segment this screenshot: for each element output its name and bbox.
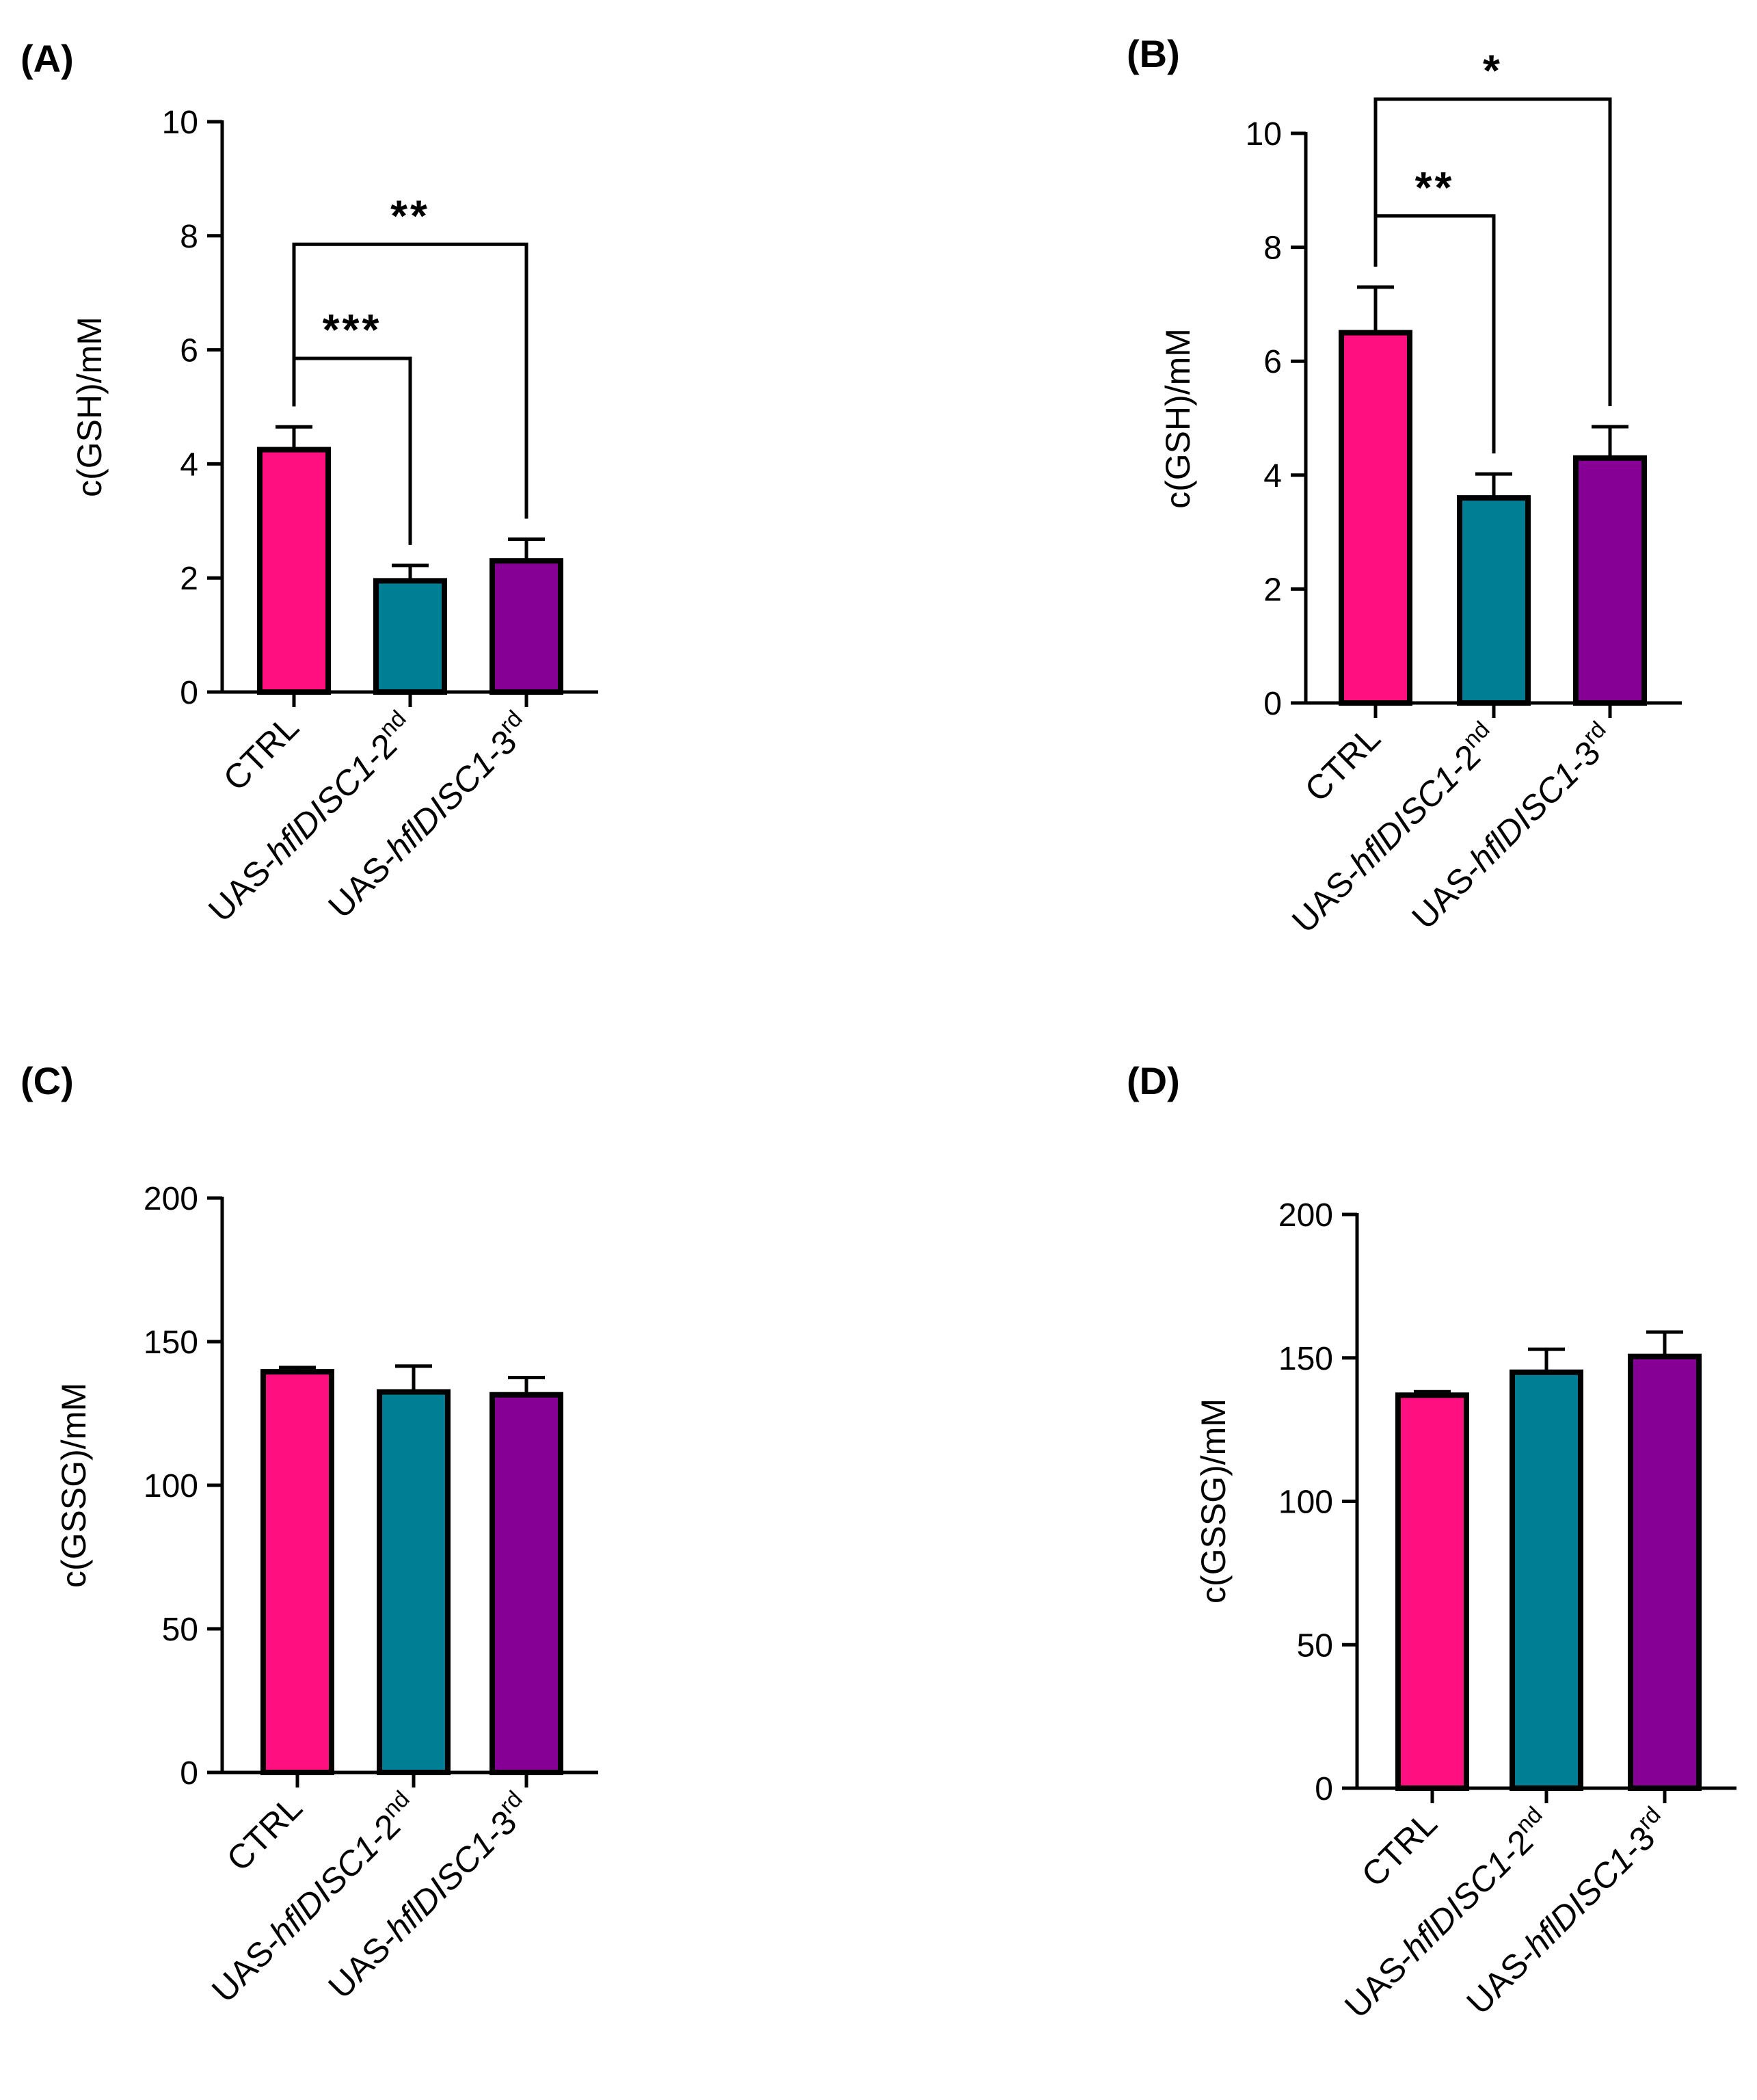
bar	[260, 1369, 334, 1775]
y-tick-label: 10	[162, 105, 198, 141]
bar	[373, 578, 447, 695]
y-tick-label: 4	[1263, 458, 1282, 494]
x-tick-label: UAS-hflDISC1-2nd	[202, 1786, 425, 2010]
significance-label: ***	[323, 305, 382, 354]
y-axis-title: c(GSSG)/mM	[1194, 1398, 1233, 1604]
bar	[489, 558, 563, 695]
x-tick-label: UAS-hflDISC1-2nd	[1334, 1802, 1558, 2025]
panel-label: (C)	[21, 1059, 74, 1102]
y-tick-label: 100	[1278, 1485, 1333, 1521]
panel-label: (A)	[21, 37, 74, 80]
significance-bracket	[292, 242, 528, 519]
y-tick-label: 4	[180, 447, 198, 483]
chart-panel-3: (C) 0 50 100 150 200 c(GSSG)/mM CTRLUAS-hflDISC…	[21, 1059, 598, 2010]
y-tick-label: 0	[1315, 1771, 1333, 1807]
y-tick-label: 50	[162, 1612, 198, 1648]
x-tick-label: CTRL	[1354, 1804, 1445, 1894]
y-axis-title: c(GSSG)/mM	[55, 1383, 93, 1588]
chart-panel-1: (A) 0 2 4 6 8 10 c(GSH)/mM CTRLUAS-hflDISC1-2ndU…	[21, 37, 598, 929]
y-tick-label: 150	[144, 1325, 198, 1361]
y-tick-label: 2	[1263, 572, 1282, 608]
y-tick-label: 0	[1263, 686, 1282, 722]
y-tick-label: 100	[144, 1468, 198, 1504]
bar	[1457, 495, 1531, 706]
y-tick-label: 8	[1263, 230, 1282, 267]
bar	[377, 1389, 451, 1775]
bar	[1510, 1369, 1583, 1791]
x-tick-label: CTRL	[1298, 719, 1388, 809]
y-tick-label: 0	[180, 675, 198, 711]
significance-label: **	[1415, 163, 1455, 212]
y-tick-label: 200	[1278, 1197, 1333, 1234]
panel-label: (D)	[1127, 1059, 1180, 1102]
chart-panel-2: (B) 0 2 4 6 8 10 c(GSH)/mM CTRLUAS-hflDISC1-2ndU…	[1127, 32, 1682, 940]
bar	[489, 1392, 563, 1775]
y-tick-label: 6	[1263, 344, 1282, 380]
y-axis-title: c(GSH)/mM	[1159, 328, 1197, 509]
x-tick-label: UAS-hflDISC1-3rd	[1457, 1802, 1677, 2022]
y-tick-label: 8	[180, 219, 198, 255]
x-tick-label: UAS-hflDISC1-2nd	[1282, 717, 1505, 940]
y-tick-label: 50	[1297, 1627, 1333, 1664]
y-tick-label: 200	[144, 1181, 198, 1217]
x-tick-label: UAS-hflDISC1-2nd	[198, 706, 422, 929]
significance-bracket	[1373, 97, 1612, 406]
bar	[1339, 330, 1412, 706]
x-tick-label: CTRL	[216, 708, 306, 798]
bar	[1573, 455, 1647, 706]
y-tick-label: 150	[1278, 1341, 1333, 1377]
chart-panel-4: (D) 0 50 100 150 200 c(GSSG)/mM CTRLUAS-hflDISC…	[1127, 1059, 1736, 2025]
x-tick-label: UAS-hflDISC1-3rd	[1402, 717, 1622, 937]
x-tick-label: CTRL	[219, 1788, 310, 1878]
panel-label: (B)	[1127, 32, 1180, 75]
significance-label: **	[390, 191, 430, 240]
y-axis-title: c(GSH)/mM	[70, 317, 109, 497]
bar	[1628, 1353, 1702, 1791]
y-tick-label: 10	[1246, 116, 1282, 152]
bar	[257, 447, 331, 695]
y-tick-label: 2	[180, 561, 198, 597]
x-tick-label: UAS-hflDISC1-3rd	[319, 706, 539, 926]
x-tick-label: UAS-hflDISC1-3rd	[319, 1786, 539, 2006]
significance-label: *	[1483, 46, 1503, 95]
y-tick-label: 0	[180, 1755, 198, 1792]
y-tick-label: 6	[180, 333, 198, 369]
bar	[1395, 1392, 1469, 1792]
